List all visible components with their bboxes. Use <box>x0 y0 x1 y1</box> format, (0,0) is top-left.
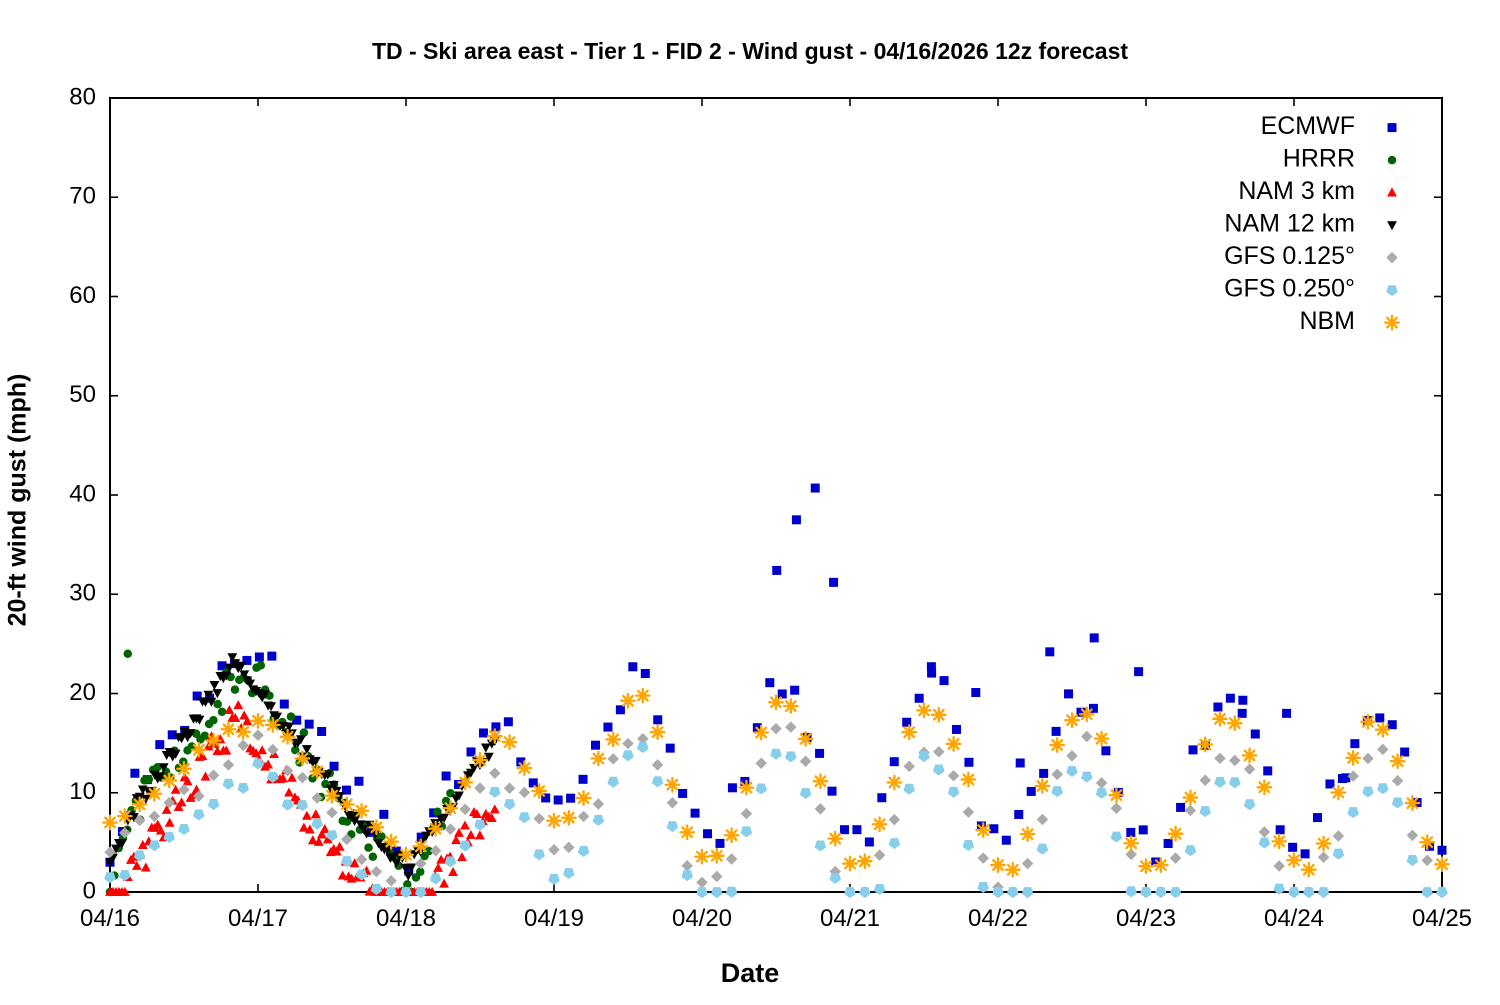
svg-text:40: 40 <box>69 480 96 507</box>
svg-text:04/17: 04/17 <box>228 905 288 932</box>
svg-text:20: 20 <box>69 679 96 706</box>
svg-text:70: 70 <box>69 183 96 210</box>
svg-text:10: 10 <box>69 778 96 805</box>
svg-text:04/25: 04/25 <box>1412 905 1472 932</box>
svg-text:04/22: 04/22 <box>968 905 1028 932</box>
svg-text:NBM: NBM <box>1299 307 1355 335</box>
svg-text:60: 60 <box>69 282 96 309</box>
svg-text:04/23: 04/23 <box>1116 905 1176 932</box>
svg-text:04/20: 04/20 <box>672 905 732 932</box>
svg-text:NAM 12 km: NAM 12 km <box>1224 210 1355 238</box>
svg-text:04/16: 04/16 <box>80 905 140 932</box>
svg-text:04/21: 04/21 <box>820 905 880 932</box>
svg-text:04/24: 04/24 <box>1264 905 1324 932</box>
svg-text:50: 50 <box>69 381 96 408</box>
svg-text:30: 30 <box>69 580 96 607</box>
svg-text:0: 0 <box>83 877 96 904</box>
svg-text:HRRR: HRRR <box>1283 145 1355 173</box>
svg-text:GFS 0.250°: GFS 0.250° <box>1224 275 1355 303</box>
svg-text:04/19: 04/19 <box>524 905 584 932</box>
svg-text:NAM 3 km: NAM 3 km <box>1238 177 1355 205</box>
svg-text:80: 80 <box>69 83 96 110</box>
svg-text:04/18: 04/18 <box>376 905 436 932</box>
svg-text:ECMWF: ECMWF <box>1261 112 1355 140</box>
svg-text:GFS 0.125°: GFS 0.125° <box>1224 242 1355 270</box>
